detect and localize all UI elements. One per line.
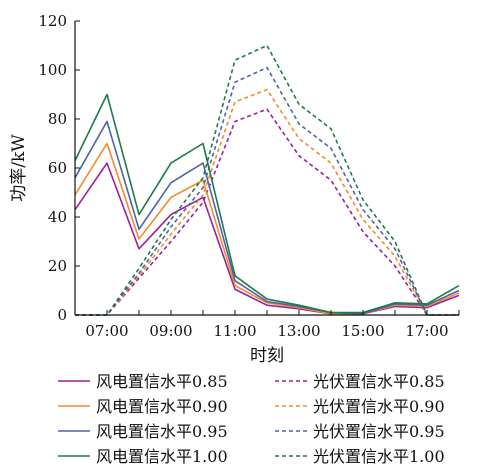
wind-series-line-0 — [74, 162, 460, 315]
wind-series-line-2 — [74, 142, 460, 315]
x-tick-label: 17:00 — [405, 322, 448, 340]
pv-series-line-3 — [75, 88, 459, 316]
y-tick-label: 120 — [38, 12, 67, 30]
plot-lines — [74, 44, 460, 316]
wind-series-line-6 — [74, 93, 460, 314]
y-ticks: 0 20 40 60 80 100 120 — [38, 12, 80, 324]
legend-label: 风电置信水平1.00 — [96, 447, 228, 466]
y-tick-label: 80 — [48, 110, 67, 128]
pv-series-line-7 — [75, 44, 459, 316]
wind-series-line-4 — [74, 120, 460, 315]
pv-series-line-1 — [75, 108, 459, 316]
y-tick-label: 20 — [48, 257, 67, 275]
legend-label: 光伏置信水平1.00 — [313, 447, 445, 466]
legend-label: 光伏置信水平0.85 — [313, 372, 445, 391]
x-ticks: 07:00 09:00 11:00 13:00 15:00 17:00 — [74, 310, 460, 340]
x-tick-label: 11:00 — [213, 322, 256, 340]
x-tick-label: 09:00 — [149, 322, 192, 340]
legend: 风电置信水平0.85 光伏置信水平0.85 风电置信水平0.90 光伏置信水平0.90… — [58, 372, 445, 466]
x-axis-label: 时刻 — [250, 346, 284, 366]
pv-series-line-5 — [75, 66, 459, 316]
x-tick-label: 15:00 — [341, 322, 384, 340]
y-tick-label: 100 — [38, 61, 67, 79]
y-tick-label: 40 — [48, 208, 67, 226]
legend-label: 光伏置信水平0.95 — [313, 422, 445, 441]
legend-label: 光伏置信水平0.90 — [313, 397, 445, 416]
x-tick-label: 13:00 — [277, 322, 320, 340]
legend-label: 风电置信水平0.85 — [96, 372, 228, 391]
y-tick-label: 0 — [57, 306, 67, 324]
x-tick-label: 07:00 — [85, 322, 128, 340]
legend-label: 风电置信水平0.90 — [96, 397, 228, 416]
y-tick-label: 60 — [48, 159, 67, 177]
y-axis-label: 功率/kW — [9, 134, 29, 202]
legend-label: 风电置信水平0.95 — [96, 422, 228, 441]
axes — [74, 21, 459, 316]
